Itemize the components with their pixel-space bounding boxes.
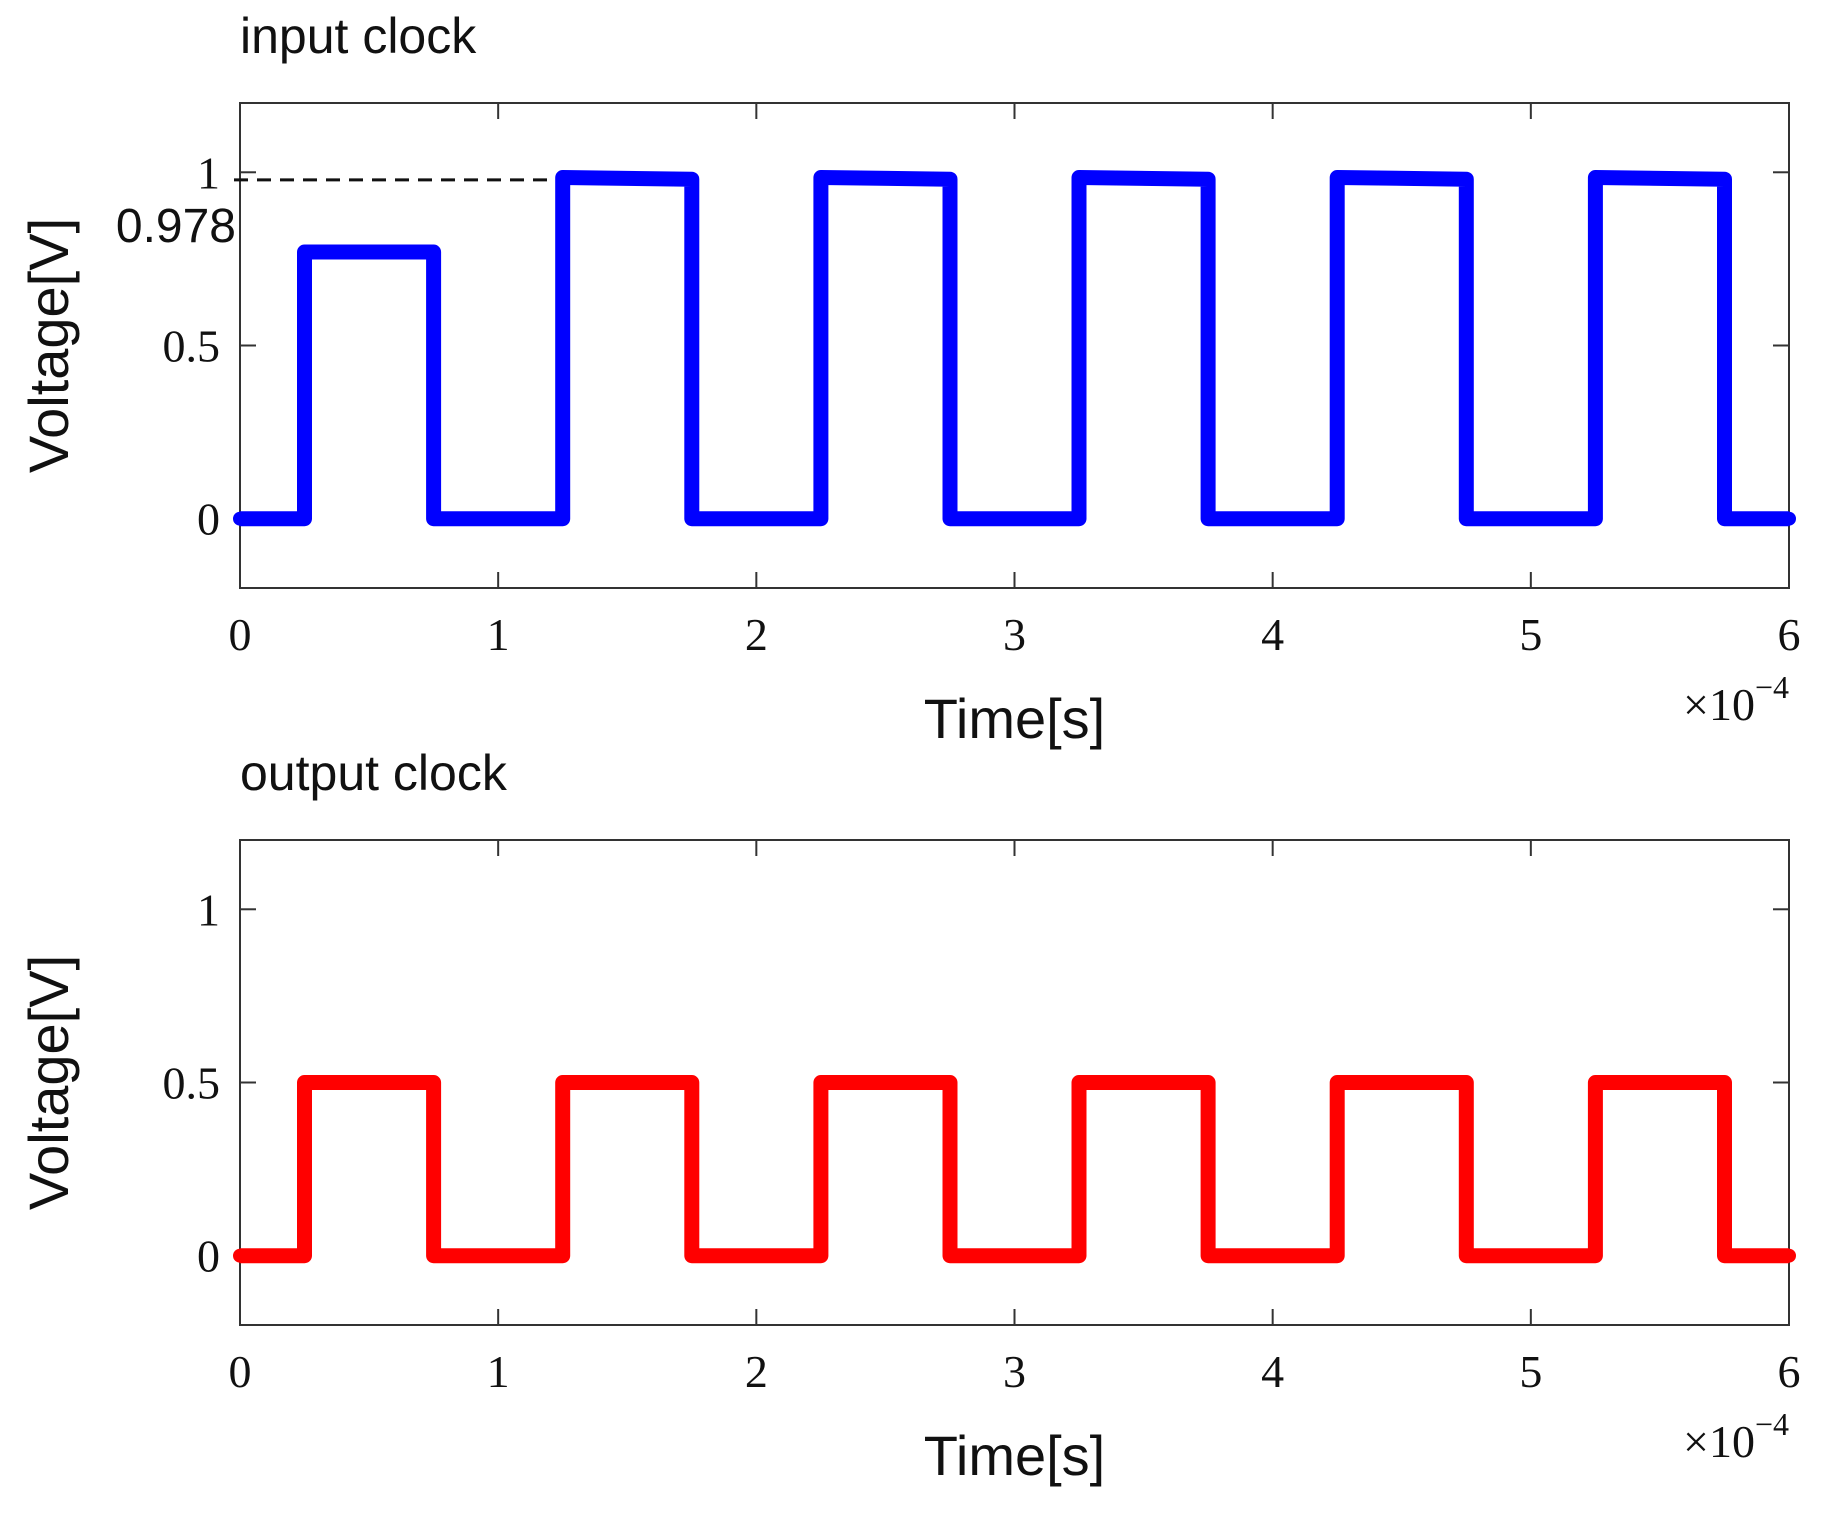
data-point [813, 511, 828, 526]
y-tick-label: 0 [197, 494, 220, 545]
data-point [1588, 170, 1603, 185]
data-point [942, 172, 957, 187]
data-point [1330, 1248, 1345, 1263]
data-point [1459, 1075, 1474, 1090]
data-point [1459, 511, 1474, 526]
data-point [942, 1248, 957, 1263]
data-point [813, 1075, 828, 1090]
y-tick-label: 0 [197, 1231, 220, 1282]
data-point [297, 1248, 312, 1263]
data-point [1588, 1075, 1603, 1090]
data-point [1588, 511, 1603, 526]
data-point [942, 1075, 957, 1090]
x-tick-label: 4 [1261, 1346, 1284, 1397]
chart-title: input clock [240, 8, 477, 64]
x-tick-label: 2 [745, 609, 768, 660]
x-tick-label: 1 [487, 609, 510, 660]
data-point [684, 511, 699, 526]
data-point [684, 1075, 699, 1090]
x-tick-label: 0 [229, 1346, 252, 1397]
x-multiplier-label: ×10−4 [1683, 1406, 1789, 1467]
data-point [555, 511, 570, 526]
x-axis-label: Time[s] [924, 1424, 1105, 1487]
data-point [813, 1248, 828, 1263]
data-point [1717, 1248, 1732, 1263]
data-point [297, 1075, 312, 1090]
data-point [297, 511, 312, 526]
data-point [1330, 511, 1345, 526]
y-axis-label: Voltage[V] [17, 955, 80, 1210]
data-point [426, 244, 441, 259]
data-point [555, 170, 570, 185]
data-point [1459, 172, 1474, 187]
chart-panel-2: output clock 0 1 2 3 4 5 6 0 0.5 1 Time[s] Voltage[V… [17, 745, 1801, 1487]
data-point [1330, 1075, 1345, 1090]
data-point [297, 244, 312, 259]
data-point [233, 1248, 247, 1263]
y-tick-label: 1 [197, 884, 220, 935]
data-point [942, 511, 957, 526]
data-point [555, 1248, 570, 1263]
data-point [684, 172, 699, 187]
chart-panel-1: input clock 0 1 2 3 4 5 6 0 0.5 1 Time[s] Voltage[V]… [17, 8, 1801, 750]
data-point [1201, 1075, 1216, 1090]
data-point [1717, 511, 1732, 526]
y-tick-label: 0.5 [163, 1058, 221, 1109]
x-axis-label: Time[s] [924, 687, 1105, 750]
data-point [1072, 170, 1087, 185]
x-tick-label: 6 [1778, 609, 1801, 660]
data-point [813, 170, 828, 185]
series-line [240, 1075, 1789, 1264]
y-tick-label: 1 [197, 147, 220, 198]
data-point [1782, 511, 1796, 526]
x-tick-label: 4 [1261, 609, 1284, 660]
data-point [1588, 1248, 1603, 1263]
reference-value-label: 0.978 [116, 200, 236, 253]
chart-title: output clock [240, 745, 508, 801]
data-point [1717, 172, 1732, 187]
data-point [1072, 511, 1087, 526]
x-tick-label: 2 [745, 1346, 768, 1397]
x-tick-label: 1 [487, 1346, 510, 1397]
series-line [240, 170, 1789, 527]
x-multiplier-label: ×10−4 [1683, 669, 1789, 730]
x-tick-label: 0 [229, 609, 252, 660]
data-point [1201, 511, 1216, 526]
y-tick-label: 0.5 [163, 321, 221, 372]
x-tick-label: 3 [1003, 1346, 1026, 1397]
data-point [1782, 1248, 1796, 1263]
x-tick-label: 6 [1778, 1346, 1801, 1397]
x-tick-label: 3 [1003, 609, 1026, 660]
data-point [426, 1075, 441, 1090]
data-point [1072, 1248, 1087, 1263]
data-point [1201, 172, 1216, 187]
y-axis-label: Voltage[V] [17, 218, 80, 473]
data-point [1459, 1248, 1474, 1263]
data-point [426, 1248, 441, 1263]
data-point [1717, 1075, 1732, 1090]
data-point [233, 511, 247, 526]
data-point [426, 511, 441, 526]
data-point [684, 1248, 699, 1263]
data-point [1330, 170, 1345, 185]
data-point [1201, 1248, 1216, 1263]
x-tick-label: 5 [1519, 1346, 1542, 1397]
data-point [1072, 1075, 1087, 1090]
x-tick-label: 5 [1519, 609, 1542, 660]
data-point [555, 1075, 570, 1090]
